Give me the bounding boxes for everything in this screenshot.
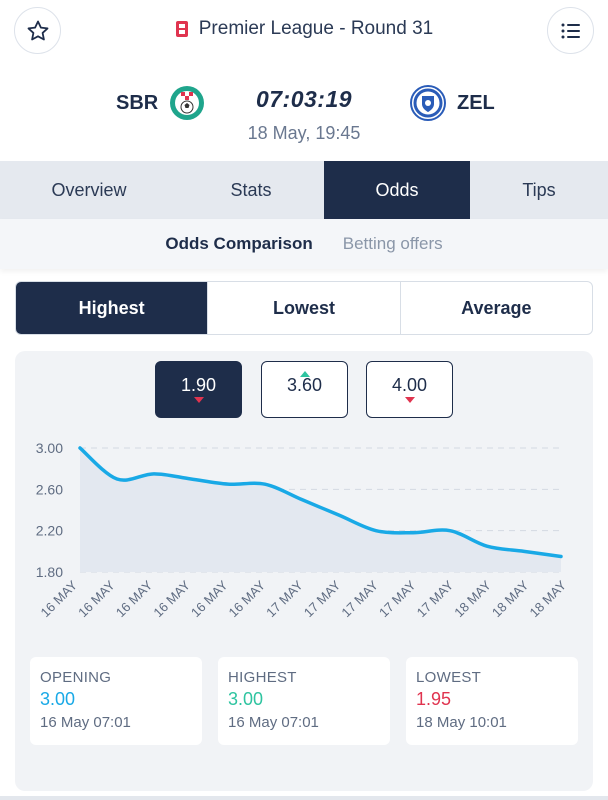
subtab-betting-offers[interactable]: Betting offers: [342, 234, 443, 253]
home-team-crest-icon: [170, 86, 205, 120]
bottom-divider: [0, 796, 608, 800]
stat-label: OPENING: [40, 669, 112, 686]
stat-card-opening: OPENING 3.00 16 May 07:01: [30, 657, 202, 745]
odds-chart-panel: 1.90 3.60 4.00 3.00 2.60 2.20 1.80 16 MAY 16 …: [15, 351, 593, 791]
filter-lowest[interactable]: Lowest: [208, 282, 401, 334]
stat-card-lowest: LOWEST 1.95 18 May 10:01: [406, 657, 578, 745]
sub-tabs: Odds Comparison Betting offers: [0, 219, 608, 269]
stat-label: HIGHEST: [228, 669, 297, 686]
y-tick-label: 2.60: [36, 481, 63, 497]
away-team-crest-icon: [410, 85, 446, 121]
odds-filter: Highest Lowest Average: [15, 281, 593, 335]
x-tick-label: 17 MAY: [263, 577, 306, 620]
stat-value: 1.95: [416, 689, 452, 709]
tab-stats[interactable]: Stats: [230, 179, 272, 200]
stat-date: 18 May 10:01: [416, 714, 507, 731]
league-badge-icon: [175, 21, 188, 37]
y-tick-label: 3.00: [36, 440, 63, 456]
odds-series-line: [78, 446, 563, 559]
top-bar: Premier League - Round 31: [0, 0, 608, 60]
odd-value: 1.90: [180, 375, 217, 395]
kickoff-time: 18 May, 19:45: [247, 123, 361, 143]
odd-button-home[interactable]: 1.90: [155, 361, 242, 418]
x-tick-label: 16 MAY: [113, 577, 156, 620]
x-tick-label: 16 MAY: [75, 577, 118, 620]
odd-button-draw[interactable]: 3.60: [261, 361, 348, 418]
x-tick-label: 16 MAY: [150, 577, 193, 620]
x-tick-label: 16 MAY: [37, 577, 80, 620]
star-icon: [27, 20, 48, 40]
trend-down-icon: [193, 397, 204, 403]
stat-card-highest: HIGHEST 3.00 16 May 07:01: [218, 657, 390, 745]
tab-odds[interactable]: Odds: [324, 161, 470, 219]
y-tick-label: 1.80: [36, 564, 63, 580]
menu-button[interactable]: [547, 7, 594, 54]
filter-highest[interactable]: Highest: [16, 282, 209, 334]
area-fill: [80, 448, 561, 572]
subtab-odds-comparison[interactable]: Odds Comparison: [165, 234, 313, 253]
odd-value: 4.00: [391, 375, 428, 395]
match-header: SBR 07:03:19 18 May, 19:45 ZEL: [0, 78, 608, 158]
odd-button-away[interactable]: 4.00: [366, 361, 453, 418]
x-tick-label: 18 MAY: [451, 577, 494, 620]
trend-down-icon: [404, 397, 415, 403]
match-countdown: 07:03:19: [255, 86, 353, 112]
list-menu-icon: [561, 23, 580, 38]
stat-date: 16 May 07:01: [40, 714, 131, 731]
favorite-button[interactable]: [14, 7, 61, 54]
stat-label: LOWEST: [416, 669, 482, 686]
league-title[interactable]: Premier League - Round 31: [198, 18, 434, 39]
away-team[interactable]: ZEL: [409, 84, 495, 122]
y-tick-label: 2.20: [36, 523, 63, 539]
x-tick-label: 17 MAY: [338, 577, 381, 620]
tab-tips[interactable]: Tips: [522, 179, 556, 200]
x-tick-label: 18 MAY: [526, 577, 569, 620]
filter-average[interactable]: Average: [461, 297, 532, 318]
x-tick-label: 17 MAY: [301, 577, 344, 620]
trend-up-icon: [299, 371, 310, 377]
odd-value: 3.60: [286, 375, 323, 395]
x-tick-label: 16 MAY: [188, 577, 231, 620]
home-team[interactable]: SBR: [116, 84, 206, 122]
main-tabs: Overview Stats Odds Tips: [0, 161, 608, 219]
x-tick-label: 18 MAY: [489, 577, 532, 620]
stat-value: 3.00: [40, 689, 76, 709]
away-team-name: ZEL: [457, 91, 495, 114]
league-title-row: Premier League - Round 31: [0, 18, 608, 40]
x-tick-label: 16 MAY: [226, 577, 269, 620]
x-tick-label: 17 MAY: [376, 577, 419, 620]
home-team-name: SBR: [116, 91, 159, 114]
stat-date: 16 May 07:01: [228, 714, 319, 731]
stat-value: 3.00: [228, 689, 264, 709]
tab-overview[interactable]: Overview: [51, 179, 127, 200]
x-tick-label: 17 MAY: [414, 577, 457, 620]
